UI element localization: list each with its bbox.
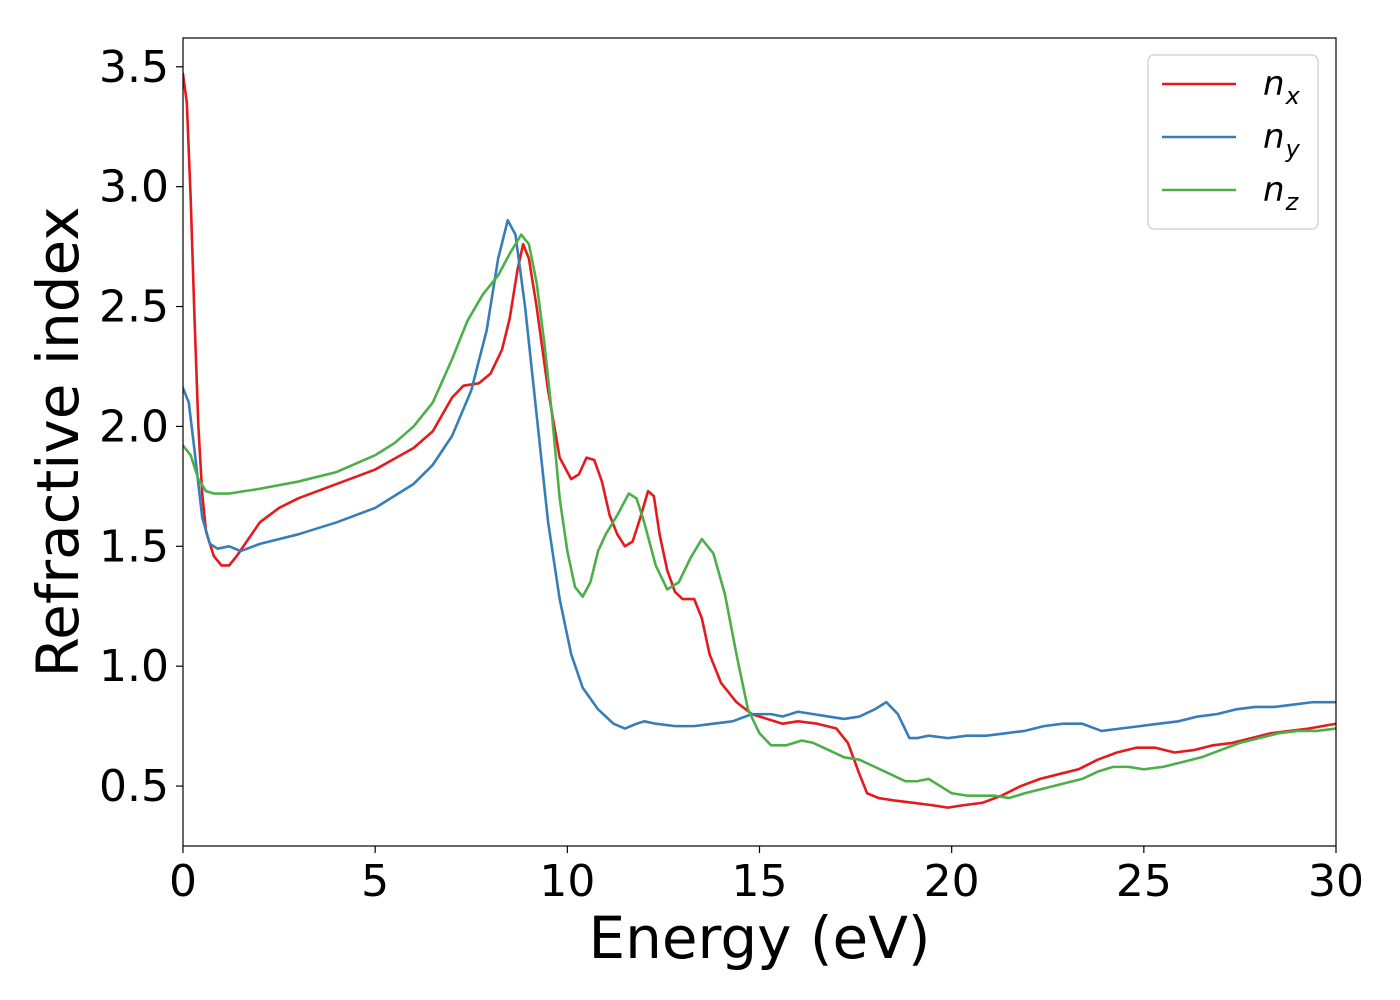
- y-tick-label: 0.5: [99, 761, 169, 812]
- x-tick-label: 30: [1308, 856, 1364, 907]
- legend-label-nz: nz: [1263, 170, 1300, 216]
- x-tick-label: 20: [924, 856, 980, 907]
- legend-label-nx: nx: [1263, 64, 1301, 110]
- y-tick-label: 1.5: [99, 521, 169, 572]
- y-tick-label: 1.0: [99, 641, 169, 692]
- x-tick-label: 10: [539, 856, 595, 907]
- x-tick-label: 5: [361, 856, 389, 907]
- series-layer: [183, 72, 1336, 809]
- y-tick-label: 3.0: [99, 162, 169, 213]
- series-line-ny: [183, 218, 1336, 740]
- y-tick-label: 2.5: [99, 282, 169, 333]
- x-axis-label: Energy (eV): [588, 904, 930, 972]
- legend-label-subscript: y: [1285, 135, 1301, 163]
- legend-label-main: n: [1263, 170, 1285, 210]
- legend-label-main: n: [1263, 117, 1285, 157]
- y-tick-label: 2.0: [99, 401, 169, 452]
- series-line-nx: [183, 72, 1336, 809]
- x-tick-label: 25: [1116, 856, 1172, 907]
- plot-area: [183, 38, 1336, 846]
- y-axis-label: Refractive index: [24, 206, 92, 677]
- legend-label-main: n: [1263, 64, 1285, 104]
- series-line-nz: [183, 233, 1336, 800]
- x-tick-label: 15: [732, 856, 788, 907]
- y-axis-ticks: 0.5 1.0 1.5 2.0 2.5 3.0 3.5: [99, 42, 183, 812]
- legend-label-ny: ny: [1263, 117, 1301, 163]
- legend-frame: [1147, 54, 1319, 230]
- legend-label-subscript: z: [1285, 188, 1300, 216]
- y-tick-label: 3.5: [99, 42, 169, 93]
- x-tick-label: 0: [169, 856, 197, 907]
- legend-label-subscript: x: [1285, 82, 1301, 110]
- x-axis-ticks: 0 5 10 15 20 25 30: [169, 846, 1364, 907]
